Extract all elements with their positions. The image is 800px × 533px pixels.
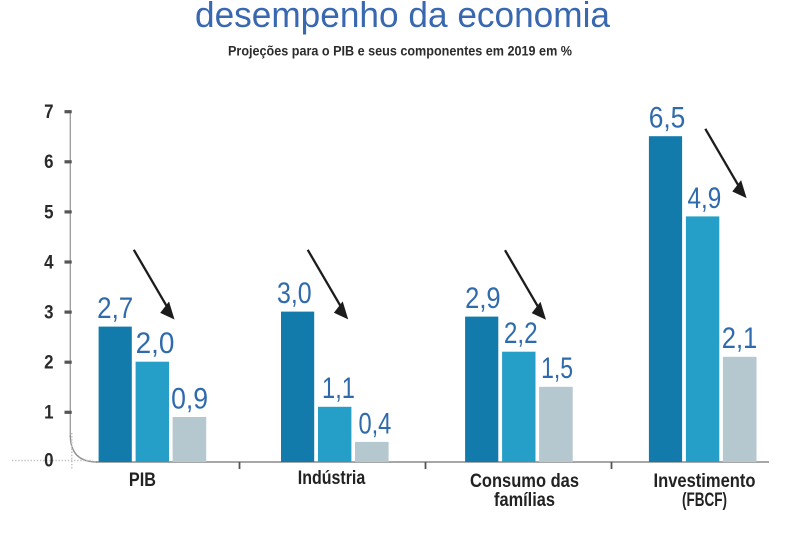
svg-text:4,9: 4,9: [688, 182, 722, 215]
svg-text:famílias: famílias: [494, 489, 555, 511]
svg-text:5: 5: [44, 202, 54, 223]
svg-text:Investimento: Investimento: [654, 470, 756, 492]
svg-text:4: 4: [44, 252, 54, 273]
svg-text:2,1: 2,1: [722, 322, 758, 355]
svg-text:1: 1: [44, 403, 54, 424]
svg-text:2: 2: [44, 353, 53, 374]
svg-text:PIB: PIB: [129, 469, 156, 491]
svg-text:(FBCF): (FBCF): [682, 489, 727, 511]
svg-text:3: 3: [44, 303, 53, 324]
svg-text:desempenho da economia: desempenho da economia: [195, 0, 611, 35]
svg-text:Consumo das: Consumo das: [470, 470, 579, 492]
svg-text:2,2: 2,2: [504, 317, 538, 350]
svg-text:0: 0: [44, 451, 53, 472]
svg-text:2,9: 2,9: [465, 282, 501, 315]
svg-text:3,0: 3,0: [277, 277, 312, 310]
svg-text:2,0: 2,0: [136, 327, 175, 360]
svg-text:6,5: 6,5: [649, 102, 686, 135]
svg-text:7: 7: [44, 102, 53, 123]
svg-text:6: 6: [44, 152, 53, 173]
svg-text:Projeções para o PIB e seus co: Projeções para o PIB e seus componentes …: [228, 44, 572, 59]
svg-text:0,4: 0,4: [358, 407, 391, 440]
svg-text:1,1: 1,1: [322, 372, 355, 405]
svg-text:2,7: 2,7: [97, 292, 133, 325]
svg-text:0,9: 0,9: [171, 382, 208, 415]
svg-text:1,5: 1,5: [541, 352, 573, 385]
svg-text:Indústria: Indústria: [298, 467, 366, 489]
